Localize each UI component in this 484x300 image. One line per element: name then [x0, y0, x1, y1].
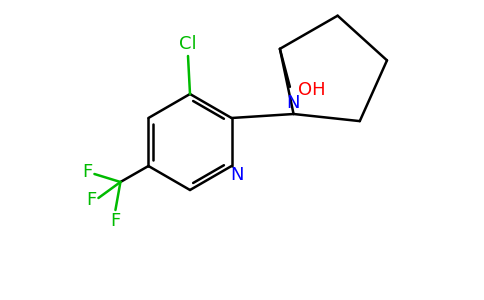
Text: F: F [110, 212, 121, 230]
Text: N: N [286, 94, 299, 112]
Text: F: F [86, 191, 96, 209]
Text: Cl: Cl [179, 35, 197, 53]
Text: F: F [82, 163, 92, 181]
Text: N: N [230, 166, 243, 184]
Text: OH: OH [298, 81, 326, 99]
